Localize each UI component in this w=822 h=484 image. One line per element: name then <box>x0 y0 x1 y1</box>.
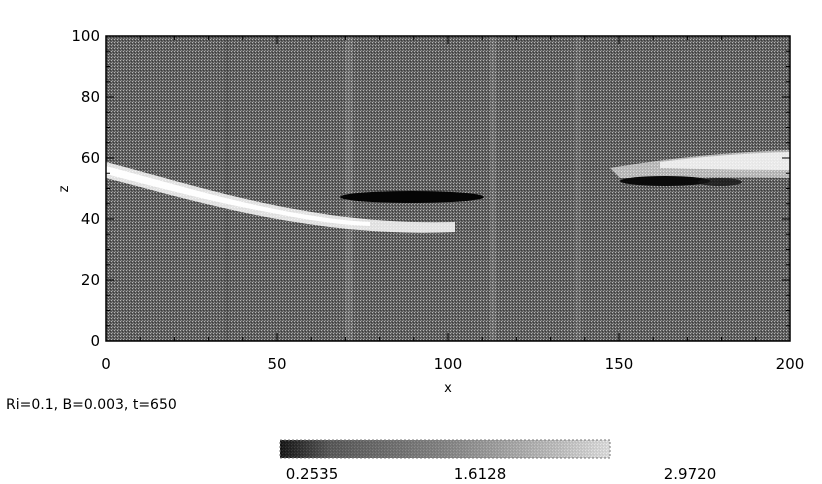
x-tick-label: 150 <box>605 355 634 373</box>
field-streak <box>575 36 581 341</box>
interface-band-right-core <box>660 152 790 170</box>
x-axis-title: x <box>444 381 452 396</box>
colorbar-tick-label: 0.2535 <box>286 465 339 483</box>
colorbar-tick-label: 1.6128 <box>454 465 507 483</box>
y-axis-title: z <box>57 185 72 192</box>
colorbar-dither <box>280 440 610 458</box>
plot-area <box>105 35 791 342</box>
y-tick-label: 60 <box>81 149 100 167</box>
field-streak <box>345 36 353 341</box>
x-tick-label: 200 <box>776 355 805 373</box>
colorbar-labels: 0.2535 1.6128 2.9720 <box>286 465 717 483</box>
dark-blob-right-tail <box>698 178 742 186</box>
x-tick-label: 50 <box>267 355 286 373</box>
y-tick-label: 80 <box>81 88 100 106</box>
x-tick-label: 0 <box>101 355 111 373</box>
axes: 0 50 100 150 200 0 20 40 60 80 100 <box>71 27 804 373</box>
y-tick-label: 100 <box>71 27 100 45</box>
colorbar-frame <box>279 439 611 459</box>
field-streak <box>490 36 496 341</box>
x-tick-label: 100 <box>434 355 463 373</box>
dark-blob-right <box>620 176 710 186</box>
colorbar-tick-label: 2.9720 <box>664 465 717 483</box>
y-tick-label: 0 <box>90 332 100 350</box>
dark-blob-center <box>340 191 484 203</box>
colorbar <box>279 439 611 459</box>
interface-band-left-core <box>106 166 370 226</box>
caption: Ri=0.1, B=0.003, t=650 <box>6 397 177 413</box>
y-tick-label: 40 <box>81 210 100 228</box>
y-tick-label: 20 <box>81 271 100 289</box>
field-background <box>106 36 790 341</box>
field-streak <box>225 36 229 341</box>
interface-band-left <box>106 162 455 233</box>
